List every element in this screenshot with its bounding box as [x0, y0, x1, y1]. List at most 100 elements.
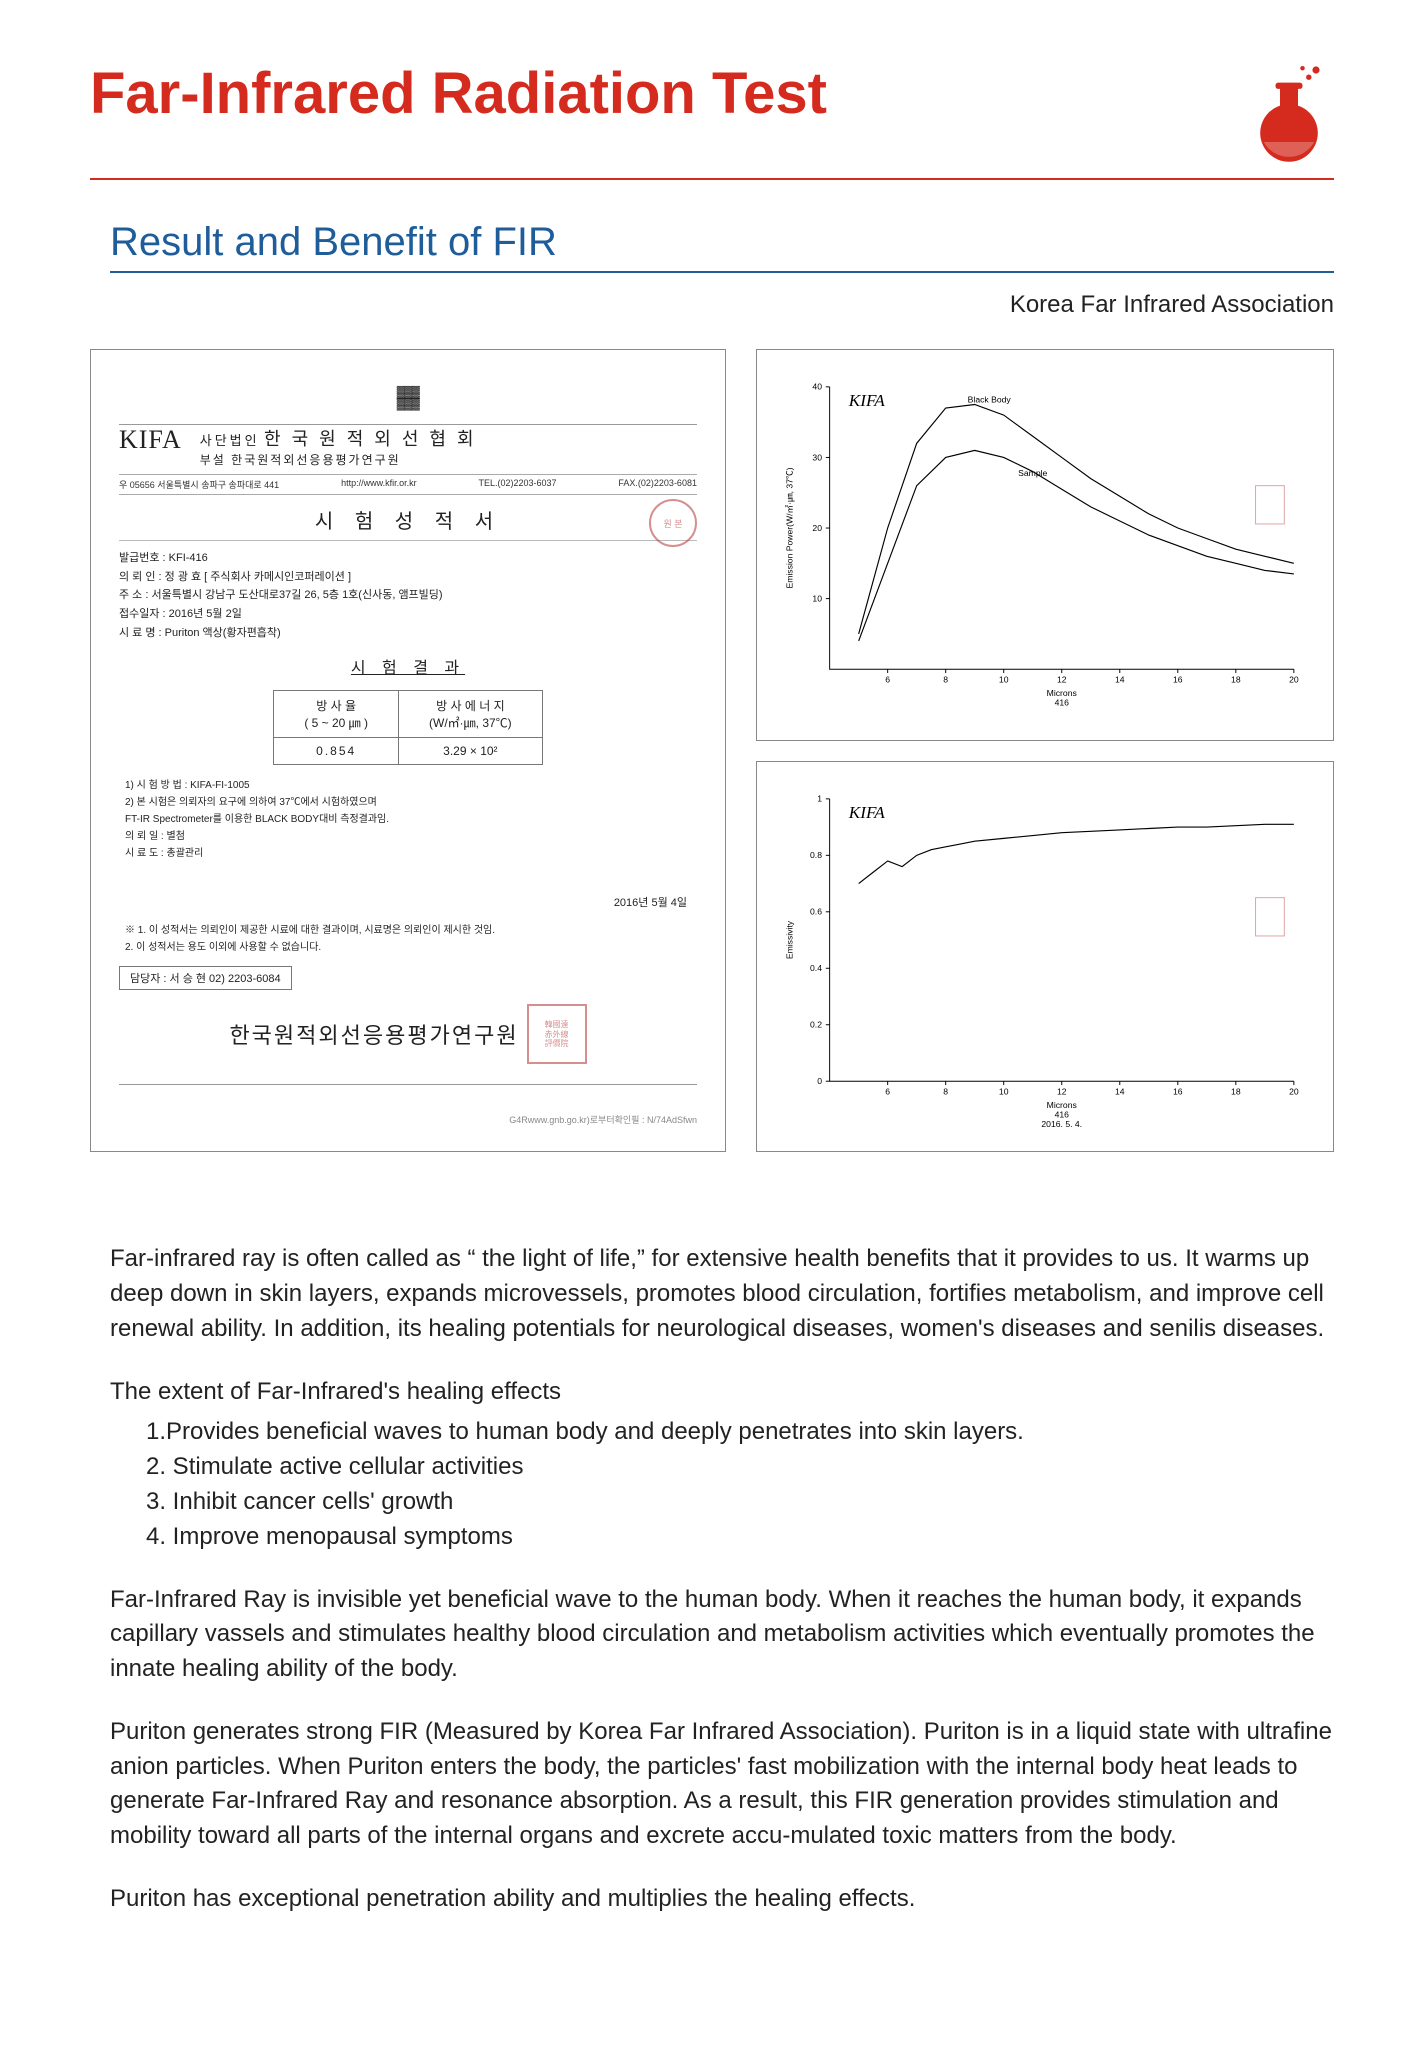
svg-text:KIFA: KIFA — [848, 391, 886, 410]
body-text: Far-infrared ray is often called as “ th… — [110, 1242, 1334, 1917]
flask-icon — [1244, 60, 1334, 170]
svg-text:10: 10 — [812, 593, 822, 603]
note-post: 2) 본 시험은 의뢰자의 요구에 의하여 37℃에서 시험하였으며 — [125, 794, 691, 811]
paragraph: Puriton generates strong FIR (Measured b… — [110, 1715, 1334, 1854]
table-header-line: ( 5 ~ 20 ㎛ ) — [304, 714, 368, 731]
svg-text:20: 20 — [1289, 675, 1299, 685]
table-cell: 0.854 — [274, 738, 399, 765]
note-post: 의 뢰 일 : 별첨 — [125, 828, 691, 845]
round-seal-icon: 원 본 — [649, 499, 697, 547]
meta-line: 발급번호 : KFI-416 — [119, 549, 697, 568]
list-item: 2. Stimulate active cellular activities — [146, 1450, 1334, 1485]
meta-line: 의 뢰 인 : 정 광 효 [ 주식회사 카메시인코퍼레이션 ] — [119, 568, 697, 587]
association-label: Korea Far Infrared Association — [90, 291, 1334, 319]
cert-footer-note: ※ 1. 이 성적서는 의뢰인이 제공한 시료에 대한 결과이며, 시료명은 의… — [119, 918, 697, 960]
paragraph: Far-Infrared Ray is invisible yet benefi… — [110, 1583, 1334, 1687]
svg-text:18: 18 — [1231, 675, 1241, 685]
emission-chart: 10 20 30 40 6 8 10 12 14 16 18 20 KIFA Emission Power… — [756, 349, 1334, 741]
cert-date: 2016년 5월 4일 — [119, 874, 697, 918]
org-name: 한 국 원 적 외 선 협 회 — [264, 429, 477, 449]
note-post: 1) 시 험 방 법 : KIFA-FI-1005 — [125, 777, 691, 794]
org-sub: 부설 한국원적외선응용평가연구원 — [200, 451, 477, 468]
svg-text:14: 14 — [1115, 675, 1125, 685]
issuer-row: 한국원적외선응용평가연구원 韓國遠赤外線評價院 — [119, 1004, 697, 1064]
svg-text:8: 8 — [943, 675, 948, 685]
cert-address-row: 우 05656 서울특별시 송파구 송파대로 441 http://www.kf… — [119, 475, 697, 495]
svg-text:Emission Power(W/㎡·㎛, 37℃): Emission Power(W/㎡·㎛, 37℃) — [784, 467, 795, 588]
addr-tel: TEL.(02)2203-6037 — [478, 478, 556, 491]
svg-text:10: 10 — [999, 675, 1009, 685]
addr-url: http://www.kfir.or.kr — [341, 478, 417, 491]
cert-meta: 발급번호 : KFI-416 의 뢰 인 : 정 광 효 [ 주식회사 카메시인… — [119, 541, 697, 650]
effects-title: The extent of Far-Infrared's healing eff… — [110, 1375, 1334, 1410]
svg-text:0.8: 0.8 — [810, 850, 822, 860]
svg-text:14: 14 — [1115, 1086, 1125, 1096]
svg-text:Microns: Microns — [1047, 688, 1077, 698]
table-header-line: 방 사 율 — [304, 697, 368, 714]
svg-text:416: 416 — [1055, 698, 1070, 708]
svg-text:20: 20 — [1289, 1086, 1299, 1096]
meta-line: 접수일자 : 2016년 5월 2일 — [119, 605, 697, 624]
svg-text:40: 40 — [812, 382, 822, 392]
svg-text:16: 16 — [1173, 675, 1183, 685]
list-item: 1.Provides beneficial waves to human bod… — [146, 1415, 1334, 1450]
svg-text:416: 416 — [1055, 1109, 1070, 1119]
result-table: 방 사 율 ( 5 ~ 20 ㎛ ) 방 사 에 너 지 (W/㎡·㎛, 37℃… — [273, 690, 542, 765]
svg-text:6: 6 — [885, 1086, 890, 1096]
svg-text:6: 6 — [885, 675, 890, 685]
meta-line: 주 소 : 서울특별시 강남구 도산대로37길 26, 5층 1호(신사동, 앰… — [119, 586, 697, 605]
section-title: Result and Benefit of FIR — [110, 220, 1334, 273]
issuer-name: 한국원적외선응용평가연구원 — [229, 1018, 518, 1050]
addr-fax: FAX.(02)2203-6081 — [618, 478, 697, 491]
paragraph: Far-infrared ray is often called as “ th… — [110, 1242, 1334, 1346]
header: Far-Infrared Radiation Test — [90, 60, 1334, 180]
table-header-line: 방 사 에 너 지 — [429, 697, 512, 714]
emissivity-chart: 00.20.40.60.8168101214161820KIFAEmissivi… — [756, 761, 1334, 1153]
meta-line: 시 료 명 : Puriton 액상(황자편흡착) — [119, 624, 697, 643]
svg-text:Emissivity: Emissivity — [784, 920, 794, 959]
table-header: 방 사 에 너 지 (W/㎡·㎛, 37℃) — [399, 691, 543, 738]
note-post: FT-IR Spectrometer를 이용한 BLACK BODY대비 측정결… — [125, 811, 691, 828]
svg-text:2016. 5. 4.: 2016. 5. 4. — [1041, 1119, 1082, 1129]
cert-top-logo: ▓▓▓▓▓▓ — [119, 386, 697, 410]
svg-text:18: 18 — [1231, 1086, 1241, 1096]
charts-column: 1020304068101214161820KIFAEmission Power… — [756, 349, 1334, 1152]
cert-title-row: 시 험 성 적 서 원 본 — [119, 495, 697, 541]
svg-text:20: 20 — [812, 523, 822, 533]
svg-text:10: 10 — [999, 1086, 1009, 1096]
svg-text:12: 12 — [1057, 1086, 1067, 1096]
addr-left: 우 05656 서울특별시 송파구 송파대로 441 — [119, 478, 279, 491]
footer-note-line: ※ 1. 이 성적서는 의뢰인이 제공한 시료에 대한 결과이며, 시료명은 의… — [125, 922, 691, 939]
kifa-label: KIFA — [119, 425, 182, 455]
figures-row: ▓▓▓▓▓▓ KIFA 사단법인 한 국 원 적 외 선 협 회 부설 한국원적… — [90, 349, 1334, 1152]
svg-text:Black Body: Black Body — [968, 394, 1012, 404]
effects-list: 1.Provides beneficial waves to human bod… — [110, 1415, 1334, 1554]
result-title: 시 험 결 과 — [119, 654, 697, 678]
svg-text:0.2: 0.2 — [810, 1019, 822, 1029]
svg-text:KIFA: KIFA — [848, 803, 886, 822]
table-header-line: (W/㎡·㎛, 37℃) — [429, 714, 512, 731]
svg-text:12: 12 — [1057, 675, 1067, 685]
cert-notes: 1) 시 험 방 법 : KIFA-FI-1005 2) 본 시험은 의뢰자의 … — [119, 765, 697, 874]
page-title: Far-Infrared Radiation Test — [90, 60, 827, 127]
contact-box: 담당자 : 서 승 현 02) 2203-6084 — [119, 966, 292, 990]
list-item: 3. Inhibit cancer cells' growth — [146, 1485, 1334, 1520]
svg-text:0.6: 0.6 — [810, 906, 822, 916]
svg-text:1: 1 — [817, 793, 822, 803]
svg-text:16: 16 — [1173, 1086, 1183, 1096]
paragraph: Puriton has exceptional penetration abil… — [110, 1882, 1334, 1917]
svg-text:30: 30 — [812, 452, 822, 462]
cert-header: KIFA 사단법인 한 국 원 적 외 선 협 회 부설 한국원적외선응용평가연… — [119, 425, 697, 475]
square-stamp-icon: 韓國遠赤外線評價院 — [527, 1004, 587, 1064]
cert-microtext: G4Rwww.gnb.go.kr)로부터확인필 : N/74AdSfwn — [119, 1113, 697, 1126]
svg-text:0: 0 — [817, 1076, 822, 1086]
svg-text:8: 8 — [943, 1086, 948, 1096]
list-item: 4. Improve menopausal symptoms — [146, 1520, 1334, 1555]
org-prefix: 사단법인 — [200, 433, 260, 448]
svg-text:Sample: Sample — [1018, 468, 1047, 478]
svg-text:0.4: 0.4 — [810, 963, 822, 973]
footer-note-line: 2. 이 성적서는 용도 이외에 사용할 수 없습니다. — [125, 939, 691, 956]
table-cell: 3.29 × 10² — [399, 738, 543, 765]
certificate-panel: ▓▓▓▓▓▓ KIFA 사단법인 한 국 원 적 외 선 협 회 부설 한국원적… — [90, 349, 726, 1152]
table-header: 방 사 율 ( 5 ~ 20 ㎛ ) — [274, 691, 399, 738]
